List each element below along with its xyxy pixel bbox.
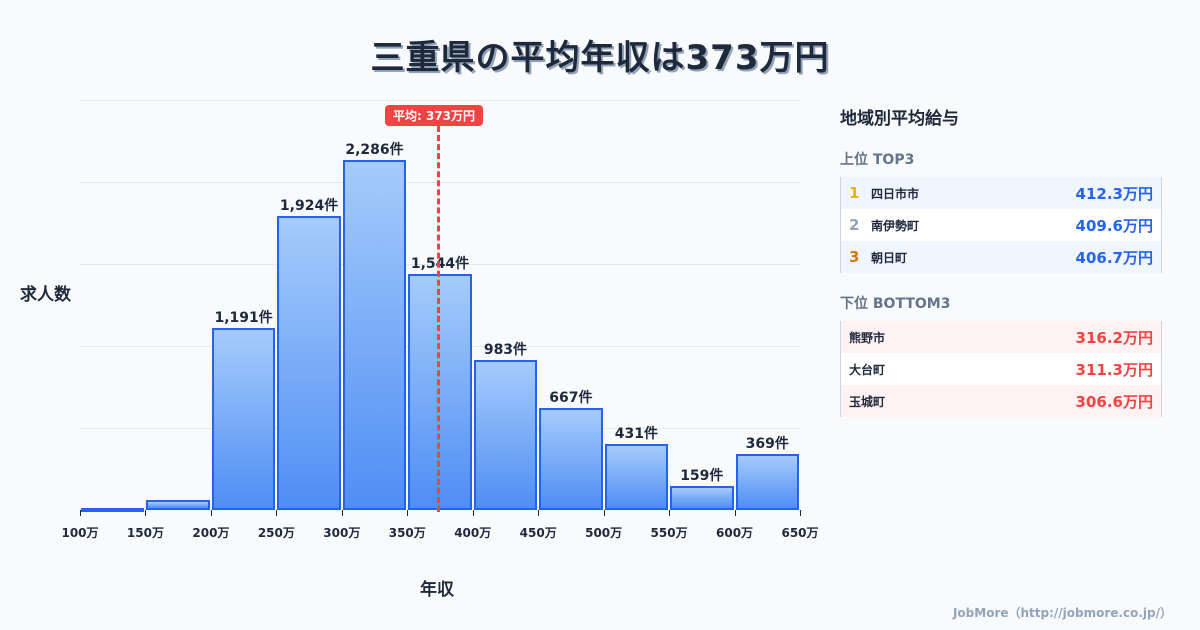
region-name: 大台町 — [849, 362, 886, 377]
salary-value: 409.6万円 — [1075, 216, 1153, 235]
x-tick — [210, 510, 212, 516]
x-tick — [734, 510, 736, 516]
histogram-bar — [735, 453, 799, 510]
panel-title: 地域別平均給与 — [840, 109, 959, 129]
x-tick-label: 300万 — [323, 526, 361, 540]
x-tick-label: 150万 — [126, 526, 164, 540]
bar-value-label: 2,286件 — [345, 142, 404, 159]
salary-value: 311.3万円 — [1075, 360, 1153, 379]
bar-value-label: 369件 — [745, 435, 789, 452]
list-item: 熊野市 316.2万円 — [841, 321, 1161, 353]
bar-value-label: 1,544件 — [410, 255, 470, 272]
list-item: 2 南伊勢町 409.6万円 — [841, 209, 1161, 241]
bar-value-label: 983件 — [483, 341, 528, 358]
list-item: 大台町 311.3万円 — [841, 353, 1161, 385]
histogram-bar — [146, 500, 210, 510]
x-tick — [341, 510, 343, 516]
histogram-bar — [604, 444, 669, 510]
histogram-bar — [670, 485, 734, 510]
rank-number: 1 — [849, 184, 860, 202]
salary-value: 406.7万円 — [1075, 248, 1153, 267]
x-tick — [145, 510, 147, 516]
region-name: 熊野市 — [849, 330, 886, 345]
bar-value-label: 159件 — [680, 467, 724, 484]
region-name: 玉城町 — [849, 394, 886, 409]
list-item: 玉城町 306.6万円 — [841, 385, 1161, 417]
x-tick-label: 200万 — [192, 526, 230, 540]
average-line — [437, 126, 440, 512]
x-tick-label: 550万 — [650, 526, 688, 540]
x-tick-label: 100万 — [61, 526, 99, 540]
histogram-bar — [473, 359, 538, 510]
x-tick — [800, 510, 801, 516]
x-tick — [407, 510, 409, 516]
x-tick — [80, 510, 81, 516]
list-item: 3 朝日町 406.7万円 — [841, 241, 1161, 273]
top-section-title: 上位 TOP3 — [840, 152, 915, 168]
x-tick-label: 650万 — [781, 526, 819, 540]
bar-value-label: 1,924件 — [279, 197, 339, 214]
bar-value-label: 667件 — [549, 389, 593, 406]
salary-value: 306.6万円 — [1075, 392, 1153, 411]
salary-value: 412.3万円 — [1075, 184, 1153, 203]
average-badge: 平均: 373万円 — [385, 105, 484, 126]
x-tick — [472, 510, 474, 516]
histogram-bar — [211, 327, 276, 510]
x-tick — [276, 510, 278, 516]
bar-value-label: 431件 — [614, 426, 658, 443]
rank-number: 3 — [849, 248, 860, 266]
gridline — [80, 100, 800, 101]
list-item: 1 四日市市 412.3万円 — [841, 177, 1161, 209]
gridline — [80, 182, 800, 183]
bottom-list: 熊野市 316.2万円 大台町 311.3万円 玉城町 306.6万円 — [840, 321, 1162, 417]
histogram-bar — [277, 215, 341, 510]
x-tick-label: 500万 — [585, 526, 623, 540]
top-list: 1 四日市市 412.3万円 2 南伊勢町 409.6万円 3 朝日町 406.… — [840, 177, 1162, 273]
histogram-bar — [342, 160, 407, 510]
histogram-chart: 求人数 年収 1,191件 1,924件 2,286件 1,544件 983件 667件 4… — [20, 100, 819, 600]
histogram-bar — [539, 407, 603, 510]
salary-value: 316.2万円 — [1075, 328, 1153, 347]
x-axis-label: 年収 — [420, 580, 454, 600]
x-tick-label: 450万 — [519, 526, 557, 540]
region-name: 南伊勢町 — [871, 218, 920, 233]
region-name: 朝日町 — [871, 250, 908, 265]
x-tick — [603, 510, 605, 516]
gridline — [80, 264, 800, 265]
region-name: 四日市市 — [871, 186, 920, 201]
histogram-bar — [81, 508, 145, 512]
x-tick — [538, 510, 540, 516]
page-title: 三重県の平均年収は373万円 — [370, 38, 830, 78]
x-tick-label: 600万 — [716, 526, 754, 540]
bar-value-label: 1,191件 — [214, 309, 273, 326]
x-tick-label: 400万 — [454, 526, 492, 540]
regional-salary-panel: 地域別平均給与 上位 TOP3 1 四日市市 412.3万円 2 南伊勢町 40… — [840, 100, 1162, 417]
rank-number: 2 — [849, 216, 860, 234]
bottom-section-title: 下位 BOTTOM3 — [840, 296, 951, 312]
y-axis-label: 求人数 — [20, 285, 71, 305]
x-tick — [669, 510, 671, 516]
x-tick-label: 250万 — [257, 526, 295, 540]
x-tick-label: 350万 — [388, 526, 426, 540]
footer-credit: JobMore（http://jobmore.co.jp/） — [952, 606, 1172, 620]
